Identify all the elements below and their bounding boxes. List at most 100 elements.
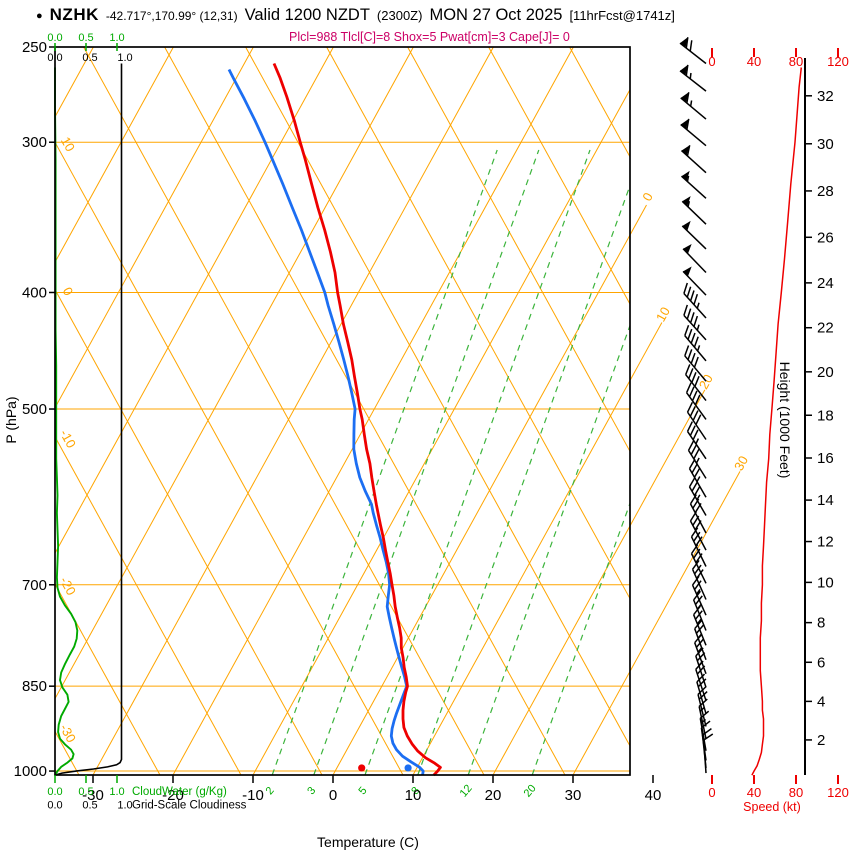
sounding-profiles (54, 62, 803, 777)
cloudiness-scale-tick: 1.0 (117, 800, 132, 812)
height-tick-label: 6 (817, 654, 825, 671)
speed-tick-label: 0 (708, 785, 715, 800)
wind-barb (685, 382, 707, 420)
wind-barb (681, 196, 707, 225)
valid-time: Valid 1200 NZDT (244, 6, 370, 24)
cloudiness-legend: Grid-Scale Cloudiness (132, 800, 247, 812)
wind-barb (692, 605, 707, 646)
station-bullet-icon: ● (36, 10, 43, 22)
wind-barb (683, 282, 707, 319)
wind-barb (680, 118, 707, 147)
mixing-ratio-label: 12 (458, 782, 475, 799)
wind-barb (690, 544, 707, 584)
wind-barb (687, 440, 707, 479)
temperature-tick-label: 40 (645, 787, 662, 804)
height-tick-label: 32 (817, 88, 834, 105)
wind-barb (688, 458, 707, 498)
forecast-lead: [11hrFcst@1741z] (569, 8, 675, 23)
mixing-ratio-label: 2 (264, 785, 277, 797)
mixing-ratio-label: 5 (356, 785, 369, 797)
mixing-ratio-label: 20 (522, 782, 539, 799)
wind-barb (691, 560, 707, 600)
wind-barb (692, 590, 707, 631)
temperature-tick-label: -30 (82, 787, 104, 804)
speed-tick-label: 120 (827, 54, 849, 69)
speed-tick-label: 120 (827, 785, 849, 800)
height-tick-label: 20 (817, 364, 834, 381)
isotherm-extensions: 0 10 20 30 (629, 190, 751, 672)
wind-barb (688, 477, 707, 516)
cloudwater-legend: CloudWater (g/Kg) (132, 786, 227, 798)
wind-barb (682, 266, 707, 296)
valid-date: MON 27 Oct 2025 (429, 6, 563, 24)
height-tick-label: 16 (817, 450, 834, 467)
cloudwater-scale-tick: 0.0 (47, 32, 62, 44)
height-tick-label: 30 (817, 136, 834, 153)
height-tick-label: 2 (817, 732, 825, 749)
pressure-tick-label: 300 (22, 134, 47, 151)
station-id: NZHK (49, 5, 99, 24)
sounding-parameters: Plcl=988 Tlcl[C]=8 Shox=5 Pwat[cm]=3 Cap… (289, 30, 570, 44)
pressure-tick-label: 400 (22, 284, 47, 301)
speed-tick-label: 0 (708, 54, 715, 69)
cloudwater-scale-tick: 1.0 (109, 786, 124, 798)
height-tick-label: 14 (817, 492, 834, 509)
wind-barb (684, 345, 707, 382)
wind-barb (684, 325, 707, 362)
wind-barb-column (679, 37, 714, 774)
cloudwater-scale-tick: 0.5 (78, 786, 93, 798)
adiabat-label: 10 (58, 134, 78, 154)
wind-barb (683, 304, 707, 341)
speed-axis-title: Speed (kt) (743, 800, 801, 814)
wind-barb (680, 145, 707, 174)
adiabat-label: 0 (60, 285, 77, 299)
surface-marker-dot (404, 764, 412, 772)
valid-utc: (2300Z) (376, 8, 423, 23)
height-tick-label: 10 (817, 574, 834, 591)
mixing-ratio-label: 3 (305, 785, 318, 797)
isotherm-label: 20 (696, 372, 716, 392)
cloudwater-line (54, 67, 79, 776)
pressure-tick-label: 500 (22, 401, 47, 418)
cloudiness-line (54, 63, 123, 776)
height-tick-label: 26 (817, 229, 834, 246)
wind-barb (682, 243, 707, 274)
wind-barb (686, 421, 707, 460)
temperature-line (272, 62, 442, 777)
isotherm-label: 30 (731, 453, 751, 473)
wind-barb (686, 401, 707, 440)
height-tick-label: 8 (817, 615, 825, 632)
wind-barb (680, 92, 707, 120)
wind-barb (689, 494, 707, 534)
isotherm-label: 10 (653, 304, 673, 324)
plot-border (54, 46, 631, 776)
speed-tick-label: 80 (789, 785, 803, 800)
cloudwater-scale-tick: 0.0 (47, 786, 62, 798)
skew-grid-lines (55, 47, 630, 775)
wind-barb (684, 364, 707, 402)
height-tick-label: 18 (817, 407, 834, 424)
pressure-tick-label: 250 (22, 39, 47, 56)
height-axis-title: Height (1000 Feet) (777, 362, 793, 479)
chart-header: ● NZHK -42.717°,170.99° (12,31) Valid 12… (36, 5, 675, 25)
surface-marker-dot (358, 764, 366, 772)
temperature-tick-label: -10 (242, 787, 264, 804)
dewpoint-line (227, 68, 425, 776)
pressure-tick-label: 1000 (14, 763, 47, 780)
wind-barb (680, 170, 707, 199)
cloudwater-scale-tick: 1.0 (109, 32, 124, 44)
height-tick-label: 24 (817, 275, 834, 292)
temperature-axis-title: Temperature (C) (317, 834, 419, 850)
wind-barb (679, 37, 707, 65)
cloudiness-scale-tick: 0.5 (82, 800, 97, 812)
temperature-tick-label: -20 (162, 787, 184, 804)
wind-speed-line (751, 67, 803, 776)
isotherm-label: 0 (639, 190, 656, 204)
temperature-tick-label: 30 (565, 787, 582, 804)
speed-tick-label: 40 (747, 54, 761, 69)
speed-tick-label: 80 (789, 54, 803, 69)
height-tick-label: 22 (817, 320, 834, 337)
station-coordinates: -42.717°,170.99° (12,31) (105, 9, 238, 23)
